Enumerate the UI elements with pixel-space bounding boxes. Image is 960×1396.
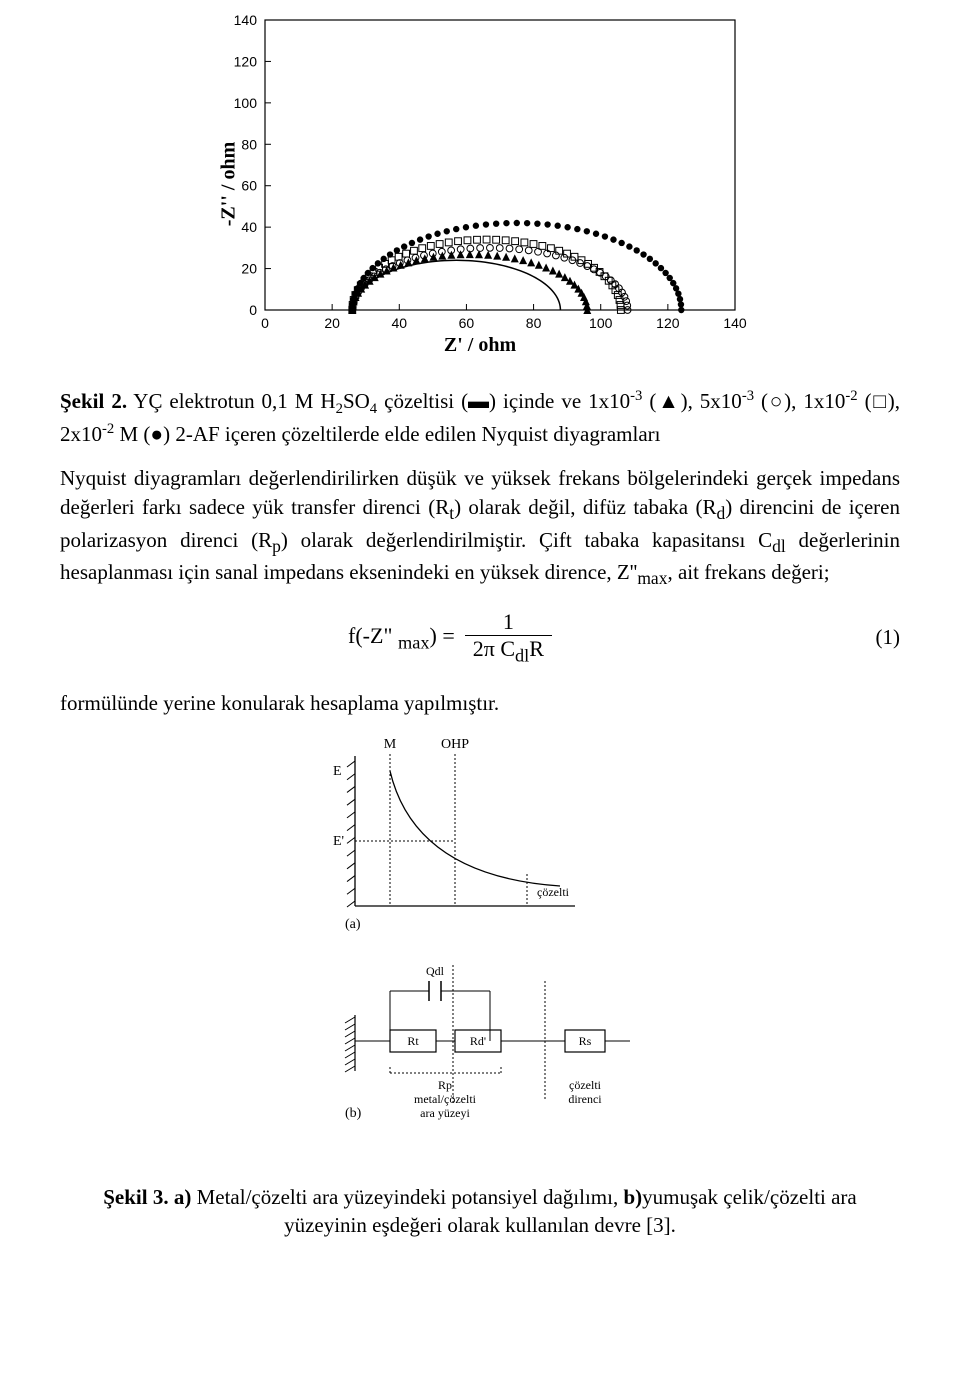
y-axis-label: -Z'' / ohm [218, 141, 241, 225]
fig3-a: a) [169, 1185, 192, 1209]
svg-text:çözelti: çözelti [569, 1078, 602, 1092]
svg-text:80: 80 [241, 136, 257, 152]
nyquist-chart-region: -Z'' / ohm 0 20 40 60 80 100 120 140 0 20 40 60 80 10… [60, 10, 900, 357]
svg-text:(b): (b) [345, 1106, 362, 1121]
diagram-region: M OHP E E' çözelti (a) Qdl Rt Rd' Rs Rpmetal/çözel… [60, 731, 900, 1161]
eq-num: 1 [495, 609, 522, 635]
fig3-b: b) [623, 1185, 642, 1209]
x-axis-label: Z' / ohm [195, 334, 765, 357]
paragraph-2: formülünde yerine konularak hesaplama ya… [60, 689, 900, 717]
fig2-label: Şekil 2. [60, 389, 127, 413]
fig3-label: Şekil 3. [103, 1185, 168, 1209]
svg-text:80: 80 [526, 315, 542, 330]
c1sup2: -3 [630, 388, 642, 404]
eq-den: 2π CdlR [465, 636, 552, 666]
svg-text:100: 100 [589, 315, 613, 330]
figure-2-caption: Şekil 2. YÇ elektrotun 0,1 M H2SO4 çözel… [60, 387, 900, 448]
svg-text:140: 140 [723, 315, 747, 330]
svg-text:0: 0 [261, 315, 269, 330]
svg-text:0: 0 [249, 302, 257, 318]
fig3-atext: Metal/çözelti ara yüzeyindeki potansiyel… [191, 1185, 623, 1209]
equivalent-circuit-diagram: M OHP E E' çözelti (a) Qdl Rt Rd' Rs Rpmetal/çözel… [300, 731, 660, 1161]
svg-text:20: 20 [241, 261, 257, 277]
c1sub1: 2 [336, 401, 343, 417]
svg-text:Rd': Rd' [470, 1034, 486, 1048]
nyquist-svg: 0 20 40 60 80 100 120 140 0 20 40 60 80 100 120 140 [195, 10, 765, 330]
nyquist-chart: -Z'' / ohm 0 20 40 60 80 100 120 140 0 20 40 60 80 10… [195, 10, 765, 357]
svg-text:E: E [333, 764, 342, 779]
figure-3-caption: Şekil 3. a) Metal/çözelti ara yüzeyindek… [60, 1183, 900, 1240]
c1p4: (○), 1x10 [754, 389, 845, 413]
c1sup4: -2 [845, 388, 857, 404]
svg-text:ara yüzeyi: ara yüzeyi [420, 1106, 470, 1120]
equation-1-row: f(-Z" max) = 1 2π CdlR (1) [60, 609, 900, 666]
c1sup3: -3 [742, 388, 754, 404]
svg-text:Rt: Rt [407, 1034, 419, 1048]
svg-text:60: 60 [459, 315, 475, 330]
c1sup5: -2 [102, 421, 114, 437]
c1p3: (▲), 5x10 [642, 389, 741, 413]
svg-text:40: 40 [391, 315, 407, 330]
svg-text:M: M [384, 737, 397, 752]
svg-text:40: 40 [241, 219, 257, 235]
svg-text:Rp: Rp [438, 1078, 452, 1092]
c1p1b: SO [343, 389, 370, 413]
svg-text:20: 20 [324, 315, 340, 330]
eq-lhs: f(-Z" max) = [348, 623, 455, 653]
svg-text:çözelti: çözelti [537, 885, 570, 899]
svg-text:140: 140 [234, 12, 258, 28]
svg-text:metal/çözelti: metal/çözelti [414, 1092, 477, 1106]
c1p6: M (●) 2-AF içeren çözeltilerde elde edil… [114, 422, 660, 446]
c1p1: YÇ elektrotun 0,1 M H [127, 389, 336, 413]
svg-text:OHP: OHP [441, 737, 469, 752]
paragraph-1: Nyquist diyagramları değerlendirilirken … [60, 464, 900, 591]
svg-text:Qdl: Qdl [426, 964, 445, 978]
svg-text:60: 60 [241, 178, 257, 194]
equation-1-number: (1) [840, 625, 900, 650]
equation-1: f(-Z" max) = 1 2π CdlR [348, 609, 552, 666]
svg-text:E': E' [333, 834, 344, 849]
svg-text:Rs: Rs [579, 1034, 592, 1048]
eq-frac: 1 2π CdlR [465, 609, 552, 666]
svg-text:120: 120 [656, 315, 680, 330]
svg-text:direnci: direnci [568, 1092, 602, 1106]
c1p2: çözeltisi (▬) içinde ve 1x10 [377, 389, 630, 413]
svg-text:100: 100 [234, 95, 258, 111]
svg-text:120: 120 [234, 53, 258, 69]
svg-text:(a): (a) [345, 917, 361, 932]
